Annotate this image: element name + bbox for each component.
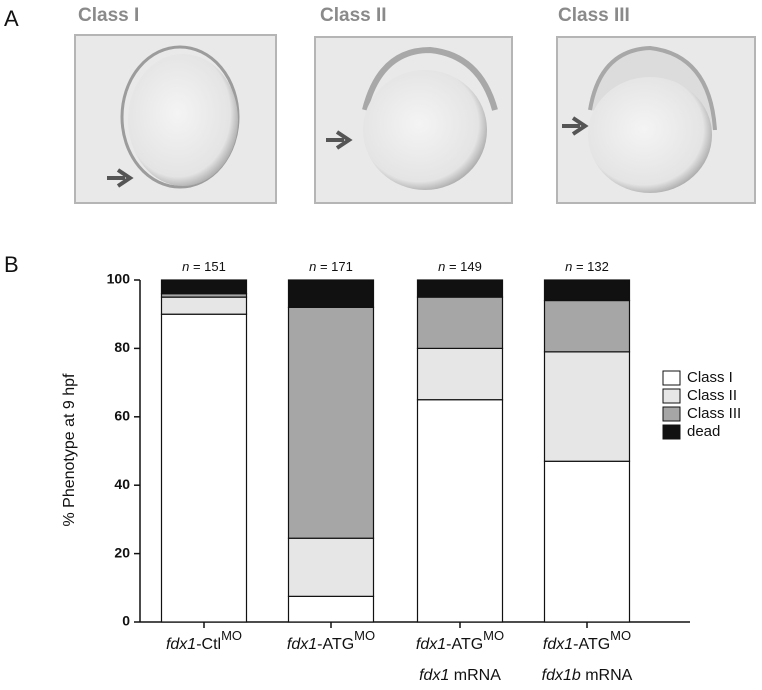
label: -Ctl — [196, 636, 221, 653]
x-tick-label: fdx1-ATGMO — [416, 628, 504, 653]
panel-letter: B — [4, 252, 19, 277]
bar-segment — [543, 279, 631, 302]
sample-size-symbol: n — [182, 259, 189, 274]
gene: fdx1 — [419, 667, 449, 684]
label: mRNA — [449, 667, 501, 684]
embryo-image — [314, 36, 513, 204]
y-tick-label: 100 — [107, 271, 131, 287]
superscript: MO — [610, 628, 631, 643]
gene: fdx1 — [543, 636, 573, 653]
bar-segment — [543, 299, 631, 353]
legend-label: Class I — [687, 369, 733, 386]
sample-size: n = 149 — [438, 259, 482, 274]
bar-segment — [160, 296, 248, 315]
y-tick-label: 60 — [114, 408, 130, 424]
legend-label: dead — [687, 423, 720, 440]
superscript: MO — [221, 628, 242, 643]
image-label: Class III — [558, 5, 630, 26]
label: -ATG — [446, 636, 483, 653]
label: -ATG — [573, 636, 610, 653]
x-tick-label: fdx1b mRNA — [542, 667, 633, 684]
legend-label: Class II — [687, 387, 737, 404]
panel-letter: A — [4, 6, 19, 31]
sample-size: n = 151 — [182, 259, 226, 274]
sample-size-symbol: n — [438, 259, 445, 274]
image-label: Class I — [78, 5, 139, 26]
legend-swatch — [662, 424, 681, 440]
x-tick-label: fdx1 mRNA — [419, 667, 501, 684]
sample-size-value: 149 — [460, 259, 482, 274]
bar-segment — [160, 279, 248, 295]
y-tick-label: 40 — [114, 476, 130, 492]
bar-segment — [416, 399, 504, 623]
gene: fdx1 — [287, 636, 317, 653]
x-tick-label: fdx1-CtlMO — [166, 628, 242, 653]
sample-size-sep: = — [189, 259, 204, 274]
legend-swatch — [662, 370, 681, 386]
bar-segment — [416, 296, 504, 350]
label: mRNA — [581, 667, 633, 684]
y-axis-label: % Phenotype at 9 hpf — [61, 373, 78, 527]
bar-segment — [287, 595, 375, 623]
bar-segment — [543, 351, 631, 462]
y-tick-label: 20 — [114, 544, 130, 560]
x-tick-label: fdx1-ATGMO — [543, 628, 631, 653]
sample-size-value: 132 — [587, 259, 609, 274]
image-label: Class II — [320, 5, 387, 26]
embryo-image — [74, 34, 277, 204]
sample-size-value: 151 — [204, 259, 226, 274]
superscript: MO — [354, 628, 375, 643]
y-tick-label: 0 — [122, 613, 130, 629]
bar-segment — [287, 279, 375, 308]
legend-swatch — [662, 406, 681, 422]
x-tick-label: fdx1-ATGMO — [287, 628, 375, 653]
bar-segment — [416, 279, 504, 298]
gene: fdx1b — [542, 667, 581, 684]
sample-size-symbol: n — [565, 259, 572, 274]
legend-swatch — [662, 388, 681, 404]
embryo-image — [556, 36, 756, 204]
bar-segment — [416, 347, 504, 401]
sample-size: n = 171 — [309, 259, 353, 274]
bar-segment — [287, 537, 375, 597]
sample-size: n = 132 — [565, 259, 609, 274]
bar-segment — [287, 306, 375, 539]
sample-size-symbol: n — [309, 259, 316, 274]
bar-segment — [543, 460, 631, 623]
sample-size-sep: = — [316, 259, 331, 274]
bar-segment — [160, 313, 248, 623]
sample-size-value: 171 — [331, 259, 353, 274]
gene: fdx1 — [416, 636, 446, 653]
sample-size-sep: = — [572, 259, 587, 274]
label: -ATG — [317, 636, 354, 653]
superscript: MO — [483, 628, 504, 643]
y-tick-label: 80 — [114, 339, 130, 355]
legend-label: Class III — [687, 405, 741, 422]
sample-size-sep: = — [445, 259, 460, 274]
gene: fdx1 — [166, 636, 196, 653]
